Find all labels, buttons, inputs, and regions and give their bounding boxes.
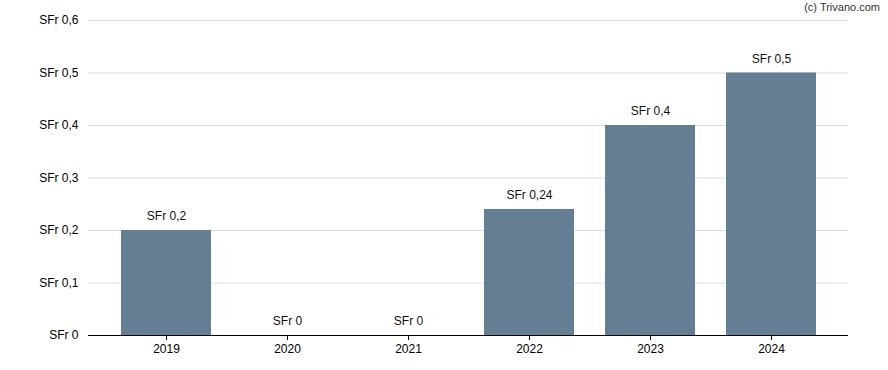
svg-text:2024: 2024 [758,342,785,356]
svg-text:SFr 0,1: SFr 0,1 [39,276,79,290]
svg-text:SFr 0: SFr 0 [273,314,303,328]
svg-text:SFr 0,2: SFr 0,2 [147,209,187,223]
svg-text:SFr 0,4: SFr 0,4 [631,104,671,118]
svg-text:SFr 0,6: SFr 0,6 [39,13,79,27]
svg-text:SFr 0: SFr 0 [394,314,424,328]
svg-text:2020: 2020 [274,342,301,356]
svg-text:SFr 0,5: SFr 0,5 [39,66,79,80]
svg-text:SFr 0,24: SFr 0,24 [506,188,552,202]
svg-text:2022: 2022 [516,342,543,356]
svg-text:SFr 0,3: SFr 0,3 [39,171,79,185]
svg-text:SFr 0,2: SFr 0,2 [39,223,79,237]
svg-text:SFr 0,4: SFr 0,4 [39,118,79,132]
svg-text:SFr 0: SFr 0 [49,328,79,342]
svg-text:2021: 2021 [395,342,422,356]
svg-text:2023: 2023 [637,342,664,356]
svg-text:SFr 0,5: SFr 0,5 [752,52,792,66]
html-text:(c) Trivano.com: (c) Trivano.com [804,1,880,13]
svg-text:2019: 2019 [153,342,180,356]
